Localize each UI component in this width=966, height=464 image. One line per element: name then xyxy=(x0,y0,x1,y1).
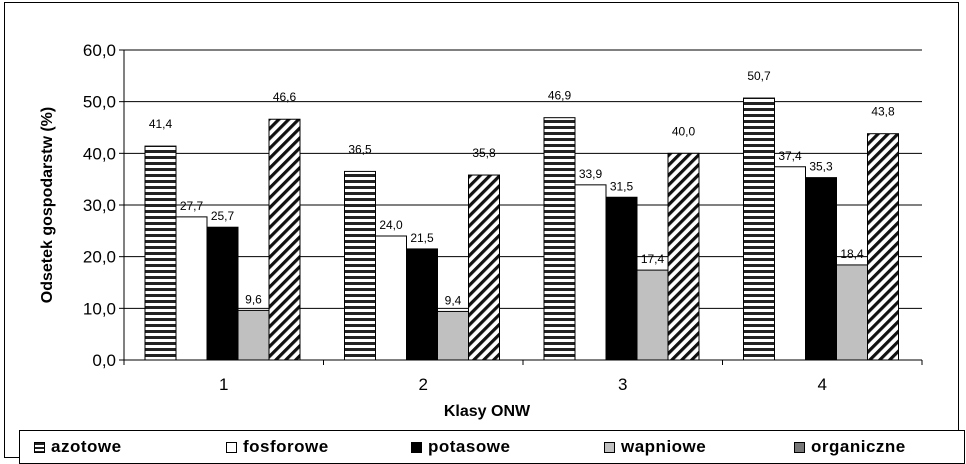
data-label: 40,0 xyxy=(672,124,696,138)
data-label: 31,5 xyxy=(610,179,634,193)
y-tick-label: 10,0 xyxy=(83,299,116,318)
bar-wapniowe-4 xyxy=(836,264,868,361)
bar-organiczne-3 xyxy=(667,152,700,361)
bar-fosforowe-3 xyxy=(574,184,607,361)
bar-wapniowe-3 xyxy=(636,269,669,361)
data-label: 35,3 xyxy=(809,160,833,174)
y-tick-label: 50,0 xyxy=(83,93,116,112)
data-label: 9,4 xyxy=(445,293,462,307)
bar-wapniowe-2 xyxy=(437,310,469,361)
legend-swatch xyxy=(34,441,45,453)
legend-swatch xyxy=(226,441,237,453)
legend-label: azotowe xyxy=(51,437,122,456)
legend-swatch xyxy=(411,441,422,453)
x-axis-title: Klasy ONW xyxy=(444,403,531,420)
bar-potasowe-3 xyxy=(605,196,638,361)
x-tick-label: 3 xyxy=(618,375,627,394)
chart-legend: azotowe fosforowe potasowe wapniowe organicz… xyxy=(19,430,965,464)
y-axis-title: Odsetek gospodarstw (%) xyxy=(39,107,56,303)
data-label: 43,8 xyxy=(871,105,895,119)
bar-wapniowe-1 xyxy=(237,309,270,361)
y-tick-label: 30,0 xyxy=(83,196,116,215)
x-tick-label: 1 xyxy=(219,375,228,394)
x-tick-label: 4 xyxy=(818,375,827,394)
bar-potasowe-4 xyxy=(805,177,837,361)
bar-organiczne-1 xyxy=(268,118,301,361)
legend-label: potasowe xyxy=(428,437,511,456)
legend-item-fosforowe: fosforowe xyxy=(226,437,329,457)
data-label: 41,4 xyxy=(149,117,173,131)
y-tick-label: 0,0 xyxy=(92,351,116,370)
legend-label: fosforowe xyxy=(243,437,329,456)
bar-azotowe-1 xyxy=(144,145,177,361)
legend-item-azotowe: azotowe xyxy=(34,437,122,457)
legend-label: wapniowe xyxy=(621,437,707,456)
bar-organiczne-2 xyxy=(468,174,500,361)
data-label: 37,4 xyxy=(778,149,802,163)
data-label: 25,7 xyxy=(211,209,235,223)
y-tick-label: 20,0 xyxy=(83,248,116,267)
data-label: 46,6 xyxy=(273,90,297,104)
bar-azotowe-4 xyxy=(743,97,775,361)
legend-item-organiczne: organiczne xyxy=(794,437,906,457)
y-tick-label: 60,0 xyxy=(83,41,116,60)
data-label: 21,5 xyxy=(410,231,434,245)
data-label: 24,0 xyxy=(379,218,403,232)
data-label: 18,4 xyxy=(840,247,864,261)
bar-potasowe-2 xyxy=(406,248,438,361)
bar-organiczne-4 xyxy=(867,133,899,361)
legend-swatch xyxy=(794,441,805,453)
legend-label: organiczne xyxy=(811,437,906,456)
legend-swatch xyxy=(604,441,615,453)
data-label: 36,5 xyxy=(348,142,372,156)
data-label: 9,6 xyxy=(245,292,262,306)
data-label: 35,8 xyxy=(472,146,496,160)
bar-fosforowe-4 xyxy=(774,166,806,361)
data-label: 27,7 xyxy=(180,199,204,213)
x-tick-label: 2 xyxy=(419,375,428,394)
legend-item-potasowe: potasowe xyxy=(411,437,510,457)
legend-item-wapniowe: wapniowe xyxy=(604,437,706,457)
y-tick-label: 40,0 xyxy=(83,144,116,163)
data-label: 33,9 xyxy=(579,167,603,181)
data-label: 17,4 xyxy=(641,252,665,266)
bar-fosforowe-1 xyxy=(175,216,208,361)
bar-potasowe-1 xyxy=(206,226,239,361)
data-label: 50,7 xyxy=(747,69,771,83)
bar-azotowe-3 xyxy=(543,117,576,361)
bar-azotowe-2 xyxy=(344,170,376,361)
bar-fosforowe-2 xyxy=(375,235,407,361)
data-label: 46,9 xyxy=(548,89,572,103)
